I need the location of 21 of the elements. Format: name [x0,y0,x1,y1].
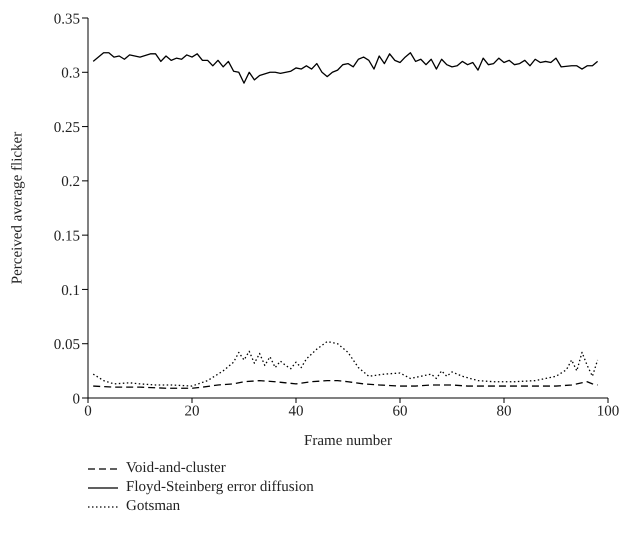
x-tick-label: 20 [184,404,200,420]
y-tick-label: 0.05 [54,337,80,354]
x-axis-title: Frame number [304,433,392,449]
x-tick-label: 0 [84,404,92,420]
x-tick-label: 60 [392,404,408,420]
y-tick-label: 0.15 [54,228,80,244]
x-tick-label: 80 [496,404,512,420]
y-tick-label: 0 [72,391,80,408]
legend-label: Gotsman [126,497,180,516]
y-tick-label: 0.2 [61,174,80,190]
line-series [92,52,598,84]
line-series [92,340,598,387]
y-tick-label: 0.25 [54,120,80,136]
legend-label: Floyd-Steinberg error diffusion [126,478,314,497]
x-tick-label: 40 [288,404,304,420]
legend-label: Void-and-cluster [126,459,226,478]
y-axis-title: Perceived average flicker [9,132,26,284]
y-tick-label: 0.35 [54,11,80,28]
y-tick-label: 0.1 [61,282,80,299]
x-tick-label: 100 [596,404,620,420]
y-tick-label: 0.3 [61,66,80,82]
